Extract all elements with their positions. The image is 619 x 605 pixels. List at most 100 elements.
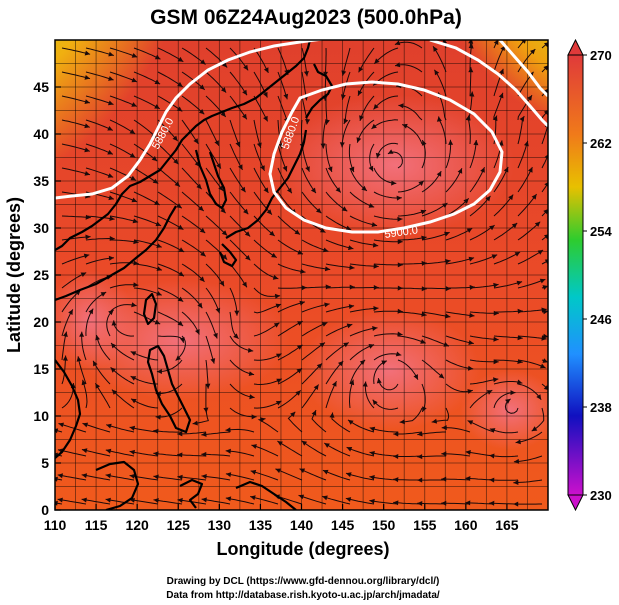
- streamline-arrow: [221, 87, 227, 93]
- y-tick-label: 35: [33, 173, 49, 189]
- streamline-arrow: [250, 495, 256, 501]
- y-tick-label: 25: [33, 267, 49, 283]
- streamline-arrow: [177, 452, 183, 458]
- streamline-arrow: [129, 473, 135, 479]
- streamline-arrow: [303, 71, 309, 77]
- streamline-arrow: [221, 62, 228, 68]
- streamline-arrow: [368, 203, 375, 208]
- streamline-arrow: [489, 500, 495, 506]
- streamline-arrow: [106, 423, 112, 429]
- streamline-arrow: [225, 496, 232, 502]
- streamline-arrow: [357, 90, 363, 96]
- streamline-arrow: [492, 115, 498, 122]
- streamline-arrow: [372, 399, 378, 406]
- streamline-arrow: [173, 158, 179, 165]
- streamline-arrow: [498, 92, 504, 99]
- streamline-arrow: [155, 221, 162, 227]
- streamline-arrow: [468, 256, 475, 262]
- colorbar: 270 262 254 246 238 230: [567, 38, 612, 512]
- streamline-arrow: [305, 119, 311, 125]
- streamline-arrow: [221, 230, 228, 236]
- streamline-arrow: [299, 468, 306, 474]
- streamline-arrow: [234, 310, 240, 316]
- coastline-sulawesi: [179, 478, 204, 509]
- streamline-arrow: [438, 373, 445, 379]
- x-tick-label: 140: [290, 517, 314, 533]
- streamline-arrow: [197, 302, 203, 309]
- streamline-arrow: [153, 451, 159, 457]
- streamline-arrow: [468, 340, 474, 345]
- streamline-arrow: [130, 376, 137, 381]
- streamline-arrow: [131, 398, 137, 404]
- streamline-arrow: [540, 363, 546, 369]
- streamline-arrow: [313, 384, 319, 390]
- x-axis-label: Longitude (degrees): [216, 539, 389, 559]
- streamline-arrow: [465, 500, 471, 506]
- streamline-arrow: [240, 186, 246, 193]
- streamline-arrow: [369, 498, 375, 504]
- x-tick-label: 120: [125, 517, 149, 533]
- streamline-arrow: [373, 263, 379, 269]
- streamline-arrow: [81, 448, 88, 454]
- streamline-arrow: [341, 206, 348, 212]
- streamline-arrow: [510, 390, 516, 396]
- streamline-arrow: [175, 355, 181, 361]
- streamline-arrow: [198, 109, 205, 115]
- streamline-arrow: [369, 426, 376, 432]
- streamline-arrow: [319, 342, 325, 348]
- streamline-arrow: [129, 129, 136, 134]
- streamline-arrow: [467, 365, 474, 371]
- streamline-arrow: [221, 254, 228, 260]
- streamline-arrow: [519, 116, 525, 122]
- streamline-arrow: [131, 302, 137, 308]
- streamline-arrow: [516, 379, 523, 385]
- streamline-arrow: [154, 319, 161, 325]
- streamline-arrow: [517, 308, 523, 314]
- streamline-arrow: [417, 477, 423, 483]
- chart-title: GSM 06Z24Aug2023 (500.0hPa): [150, 6, 462, 29]
- streamline-arrow: [348, 419, 354, 425]
- contour-5880-northeast: [498, 40, 548, 98]
- streamline-arrow: [156, 243, 162, 248]
- streamline-arrow: [178, 247, 185, 252]
- colorbar-ticks: 270 262 254 246 238 230: [583, 48, 612, 503]
- streamline-arrow: [503, 166, 509, 173]
- x-tick-label: 160: [454, 517, 478, 533]
- streamline-arrow: [263, 187, 269, 193]
- x-tick-label: 150: [372, 517, 396, 533]
- streamline-arrow: [463, 198, 469, 204]
- streamline-arrow: [361, 185, 367, 191]
- streamline-arrow: [457, 168, 463, 174]
- y-tick-label: 45: [33, 79, 49, 95]
- streamline-arrow: [172, 135, 178, 141]
- streamline-arrow: [129, 152, 136, 158]
- streamline-arrow: [154, 200, 160, 205]
- streamline-arrow: [467, 420, 474, 425]
- streamline-arrow: [290, 411, 296, 418]
- streamline-arrow: [316, 208, 322, 214]
- streamline-arrow: [242, 113, 247, 120]
- streamline-arrow: [287, 187, 292, 194]
- contour-5880-west: [55, 40, 327, 200]
- y-tick-label: 0: [41, 502, 49, 518]
- y-tick-label: 30: [33, 220, 49, 236]
- streamline-arrow: [76, 356, 82, 362]
- streamline-arrow: [368, 165, 374, 172]
- streamline-arrow: [199, 227, 206, 233]
- coastline-korea: [194, 149, 228, 210]
- streamline-arrow: [413, 374, 418, 380]
- streamline-arrow: [513, 501, 519, 507]
- streamline-arrow: [243, 208, 249, 215]
- coastline-philippines: [146, 344, 192, 434]
- streamline-arrow: [210, 358, 216, 364]
- streamline-arrow: [84, 123, 90, 129]
- streamline-arrow: [274, 293, 281, 299]
- streamline-arrow: [343, 342, 349, 348]
- streamline-arrow: [225, 448, 231, 454]
- streamline-arrow: [369, 475, 375, 480]
- streamline-arrow: [244, 231, 251, 237]
- streamline-arrow: [111, 343, 117, 349]
- streamline-arrow: [371, 123, 377, 129]
- streamline-arrow: [373, 306, 379, 311]
- streamline-arrow: [62, 355, 68, 361]
